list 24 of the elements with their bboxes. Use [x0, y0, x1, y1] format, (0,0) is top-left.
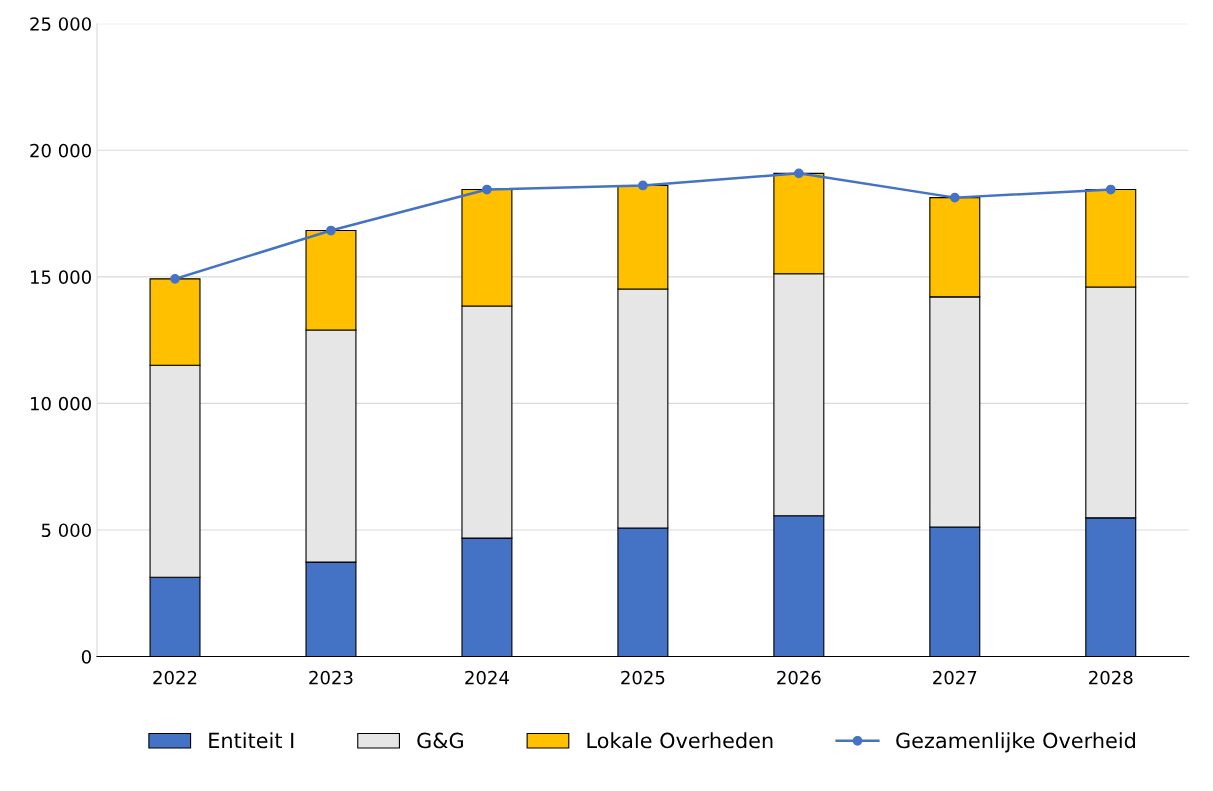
- y-tick-label: 0: [81, 649, 91, 664]
- point: [326, 225, 336, 236]
- x-tick-label: 2025: [621, 670, 665, 685]
- x-tick-label: 2024: [465, 670, 509, 685]
- y-tick-label: 15 000: [30, 270, 91, 284]
- legend-label: Entiteit I: [209, 732, 294, 749]
- point: [170, 274, 180, 284]
- legend-label: Gezamenlijke Overheid: [896, 732, 1135, 753]
- point: [1105, 184, 1116, 195]
- y-tick-label: 10 000: [30, 396, 91, 411]
- point: [482, 184, 492, 195]
- y-tick-label: 5 000: [41, 523, 91, 538]
- legend-label: Lokale Overheden: [587, 732, 773, 749]
- y-tick-label: 25 000: [30, 17, 91, 31]
- x-tick-label: 2022: [153, 670, 197, 685]
- y-tick-label: 20 000: [30, 143, 91, 158]
- x-tick-label: 2028: [1089, 670, 1133, 685]
- x-tick-label: 2023: [309, 670, 353, 685]
- point: [793, 168, 804, 179]
- legend-label: G&G: [417, 732, 463, 749]
- x-tick-label: 2027: [933, 670, 977, 685]
- x-tick-label: 2026: [777, 670, 821, 685]
- point: [949, 192, 960, 203]
- point: [638, 180, 648, 191]
